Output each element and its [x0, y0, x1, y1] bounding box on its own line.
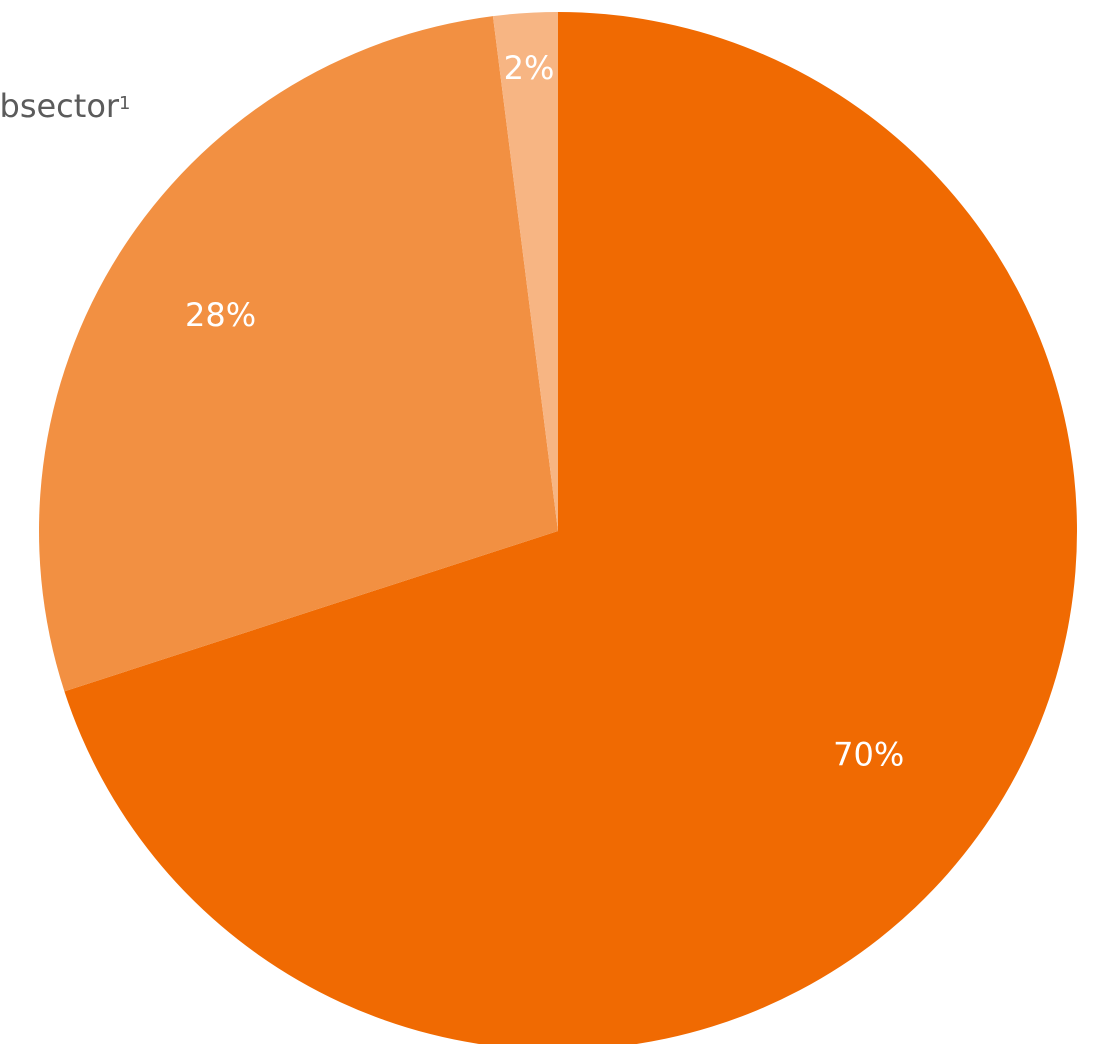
pie-slice-label: 28% [185, 296, 256, 334]
footnote-marker: 1 [119, 93, 131, 114]
pie-slice-label: 2% [504, 49, 555, 87]
pie-slice-labels: 70% 28% 2% [185, 49, 904, 774]
pie-slice-label: 70% [833, 736, 904, 774]
pie-slice-2-percent [492, 11, 558, 531]
pie-slices [38, 11, 1077, 1044]
pie-slice-28-percent [38, 16, 559, 692]
pie-slice-70-percent [64, 12, 1077, 1044]
subsector-label: bsector1 [0, 86, 131, 126]
subsector-label-text: bsector [0, 87, 120, 125]
